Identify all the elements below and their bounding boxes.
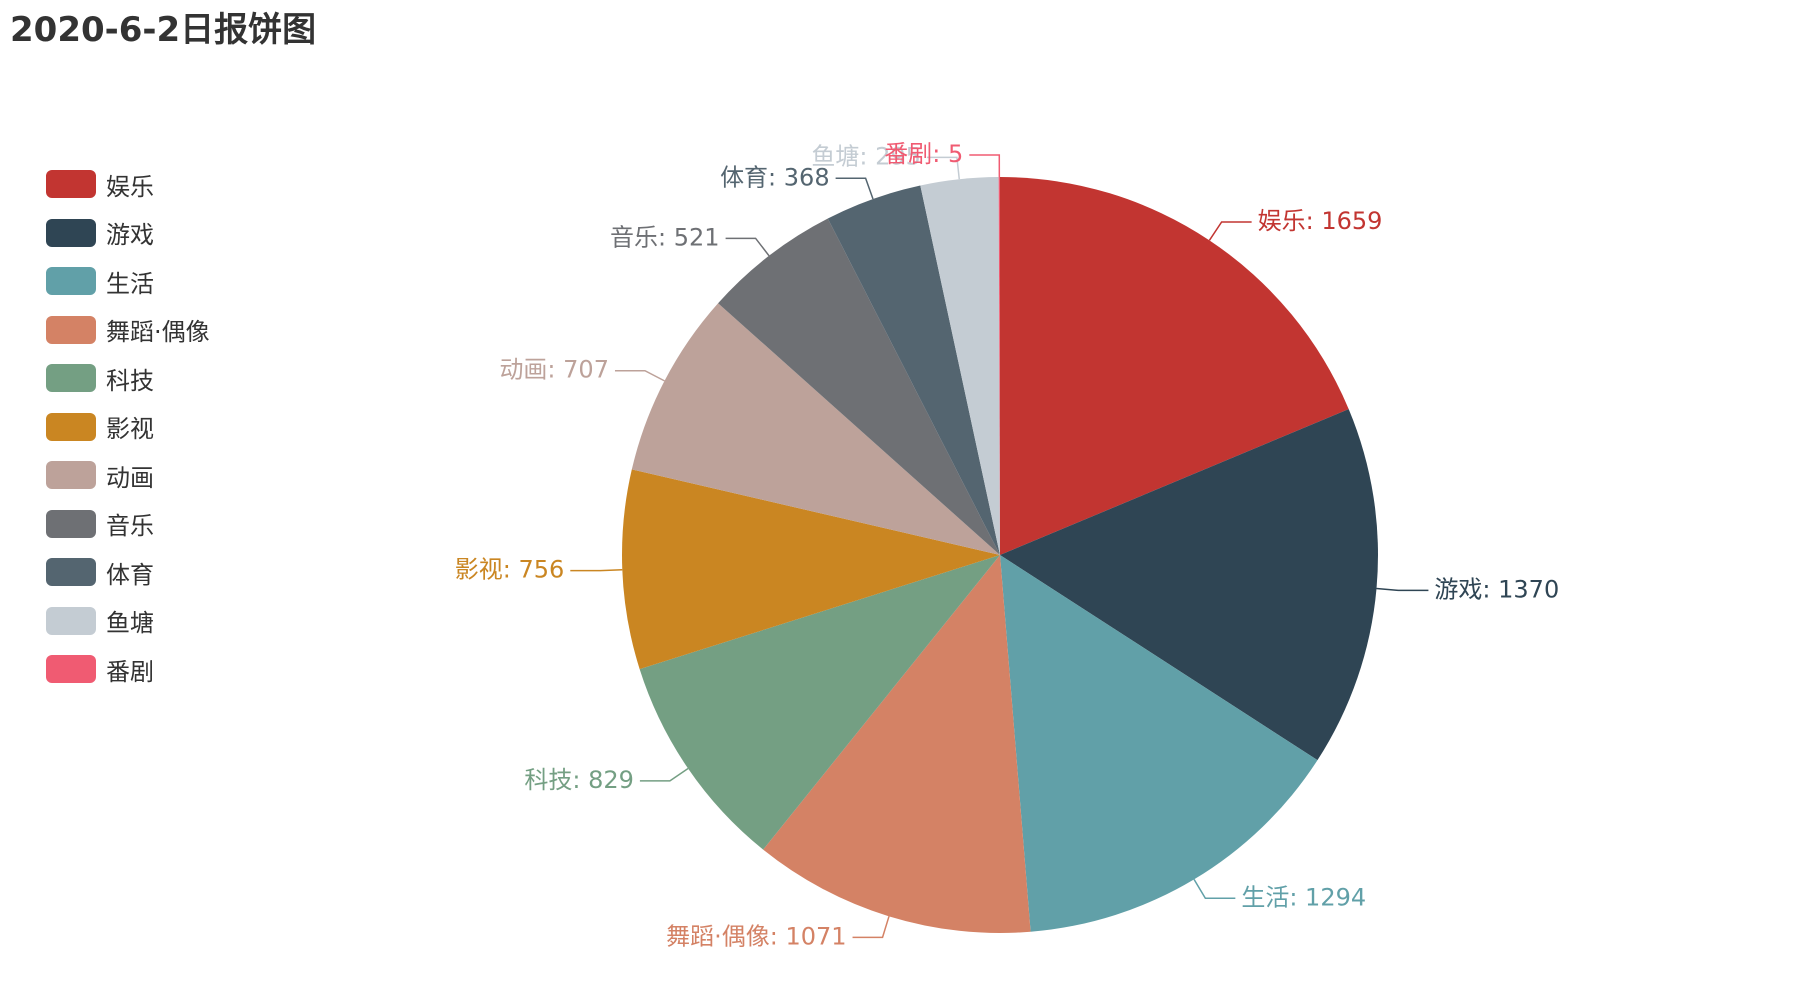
legend-label: 番剧 [106,657,154,686]
slice-label: 游戏: 1370 [1434,575,1559,603]
legend-item[interactable]: 生活 [46,257,210,306]
slice-label: 娱乐: 1659 [1258,207,1383,235]
slice-label: 生活: 1294 [1241,883,1366,911]
slice-label: 影视: 756 [455,556,565,584]
slice-label: 舞蹈·偶像: 1071 [666,922,846,950]
pie-slice[interactable] [718,218,1000,555]
legend-item[interactable]: 游戏 [46,209,210,258]
legend-swatch [46,364,96,393]
label-leader-line [852,916,890,939]
legend-swatch [46,218,96,247]
pie-slice[interactable] [639,555,1000,850]
slice-label: 鱼塘: 295 [811,142,921,170]
label-leader-line [570,569,623,572]
label-leader-line [639,767,689,782]
legend-label: 游戏 [106,221,154,250]
slice-label: 科技: 829 [524,766,634,794]
slice-label: 体育: 368 [720,163,830,191]
pie-slice[interactable] [631,303,1000,555]
legend-swatch [46,412,96,441]
legend-item[interactable]: 舞蹈·偶像 [46,306,210,355]
legend-item[interactable]: 鱼塘 [46,597,210,646]
legend-item[interactable]: 科技 [46,354,210,403]
legend-label: 影视 [106,415,154,444]
legend-label: 音乐 [106,512,154,541]
legend-swatch [46,655,96,684]
legend-item[interactable]: 番剧 [46,645,210,694]
pie-slice[interactable] [998,177,1000,555]
chart-title: 2020-6-2日报饼图 [10,10,317,50]
pie-slice[interactable] [1000,555,1318,932]
legend-swatch [46,606,96,635]
pie-slice[interactable] [827,185,1000,555]
label-leader-line [1376,587,1429,592]
legend-item[interactable]: 音乐 [46,500,210,549]
label-leader-line [1193,879,1236,900]
legend-label: 科技 [106,366,154,395]
legend-swatch [46,315,96,344]
legend-label: 体育 [106,560,154,589]
pie-slice[interactable] [1000,177,1349,555]
legend-swatch [46,267,96,296]
slice-labels: 娱乐: 1659 游戏: 1370 生活: 1294 舞蹈·偶像: 1071 科技: 8… [455,140,1559,950]
label-leader-lines [570,154,1429,939]
legend-label: 舞蹈·偶像 [106,318,210,347]
legend-swatch [46,461,96,490]
pie-slices [622,177,1378,933]
label-leader-line [725,237,770,257]
legend-label: 娱乐 [106,172,154,201]
legend-label: 动画 [106,463,154,492]
legend-swatch [46,170,96,199]
slice-label: 番剧: 5 [884,140,963,168]
legend: 娱乐 游戏 生活 舞蹈·偶像 科技 影视 动画 音乐 体育 鱼塘 番剧 [46,160,210,694]
label-leader-line [835,177,874,200]
pie-slice[interactable] [920,177,1000,555]
legend-label: 鱼塘 [106,609,154,638]
slice-label: 动画: 707 [499,356,609,384]
pie-slice[interactable] [1000,409,1378,761]
slice-label: 音乐: 521 [610,223,720,251]
legend-swatch [46,509,96,538]
legend-item[interactable]: 影视 [46,403,210,452]
legend-item[interactable]: 体育 [46,548,210,597]
label-leader-line [1208,221,1252,241]
legend-item[interactable]: 动画 [46,451,210,500]
legend-swatch [46,558,96,587]
pie-slice[interactable] [763,555,1031,933]
label-leader-line [969,154,1001,178]
legend-label: 生活 [106,269,154,298]
label-leader-line [926,156,961,180]
pie-slice[interactable] [622,469,1000,670]
label-leader-line [614,369,665,382]
legend-item[interactable]: 娱乐 [46,160,210,209]
